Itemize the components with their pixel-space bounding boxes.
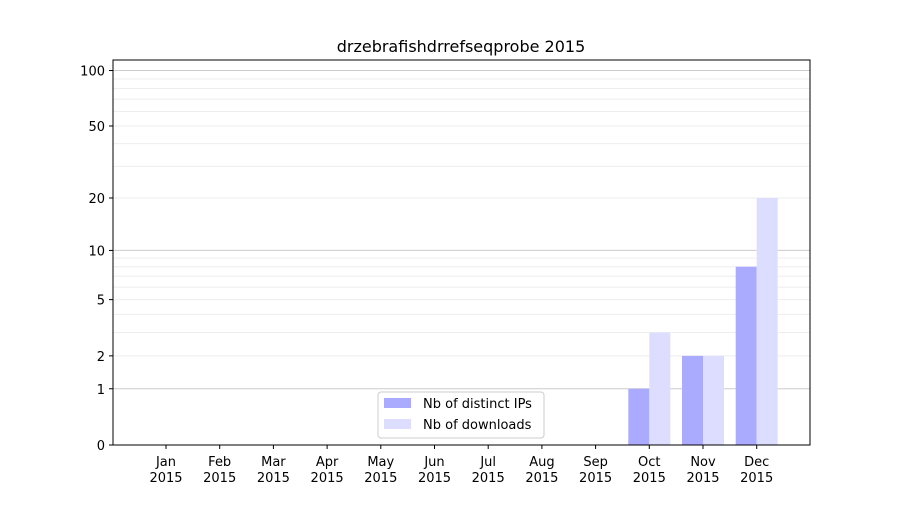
- y-tick-label: 5: [97, 294, 105, 309]
- x-tick-label: Dec: [744, 455, 769, 470]
- bar-downloads: [703, 355, 724, 445]
- legend-label: Nb of distinct IPs: [423, 397, 532, 412]
- x-tick-label: Jun: [423, 455, 444, 470]
- x-tick-label: 2015: [418, 471, 451, 486]
- x-tick-label: May: [367, 455, 394, 470]
- y-tick-label: 20: [88, 192, 105, 207]
- y-tick-label: 1: [97, 383, 105, 398]
- y-tick-label: 2: [97, 350, 105, 365]
- x-tick-label: Sep: [583, 455, 608, 470]
- x-tick-label: 2015: [633, 471, 666, 486]
- x-tick-label: 2015: [740, 471, 773, 486]
- x-tick-label: Jul: [479, 455, 496, 470]
- x-tick-label: 2015: [525, 471, 558, 486]
- legend-swatch: [384, 419, 411, 429]
- bar-distinct-ips: [628, 388, 650, 445]
- x-tick-label: 2015: [364, 471, 397, 486]
- y-tick-label: 50: [88, 120, 105, 135]
- legend-swatch: [384, 398, 411, 408]
- bar-distinct-ips: [735, 266, 757, 445]
- x-tick-label: Aug: [529, 455, 554, 470]
- x-tick-label: Jan: [155, 455, 176, 470]
- y-tick-label: 0: [97, 439, 105, 454]
- chart-title: drzebrafishdrrefseqprobe 2015: [337, 37, 586, 56]
- x-tick-label: Feb: [208, 455, 231, 470]
- legend-box: [377, 391, 545, 439]
- bar-distinct-ips: [682, 355, 703, 445]
- y-tick-label: 10: [88, 244, 105, 259]
- x-tick-label: Apr: [316, 455, 339, 470]
- x-tick-label: 2015: [203, 471, 236, 486]
- y-tick-label: 100: [80, 65, 105, 80]
- x-tick-label: Nov: [690, 455, 716, 470]
- plot-frame: [112, 59, 811, 446]
- x-tick-label: 2015: [149, 471, 182, 486]
- bar-downloads: [756, 197, 778, 445]
- x-tick-label: 2015: [686, 471, 719, 486]
- legend-label: Nb of downloads: [423, 418, 532, 433]
- x-tick-label: 2015: [257, 471, 290, 486]
- x-tick-label: Oct: [638, 455, 660, 470]
- bar-downloads: [649, 332, 671, 445]
- x-tick-label: 2015: [311, 471, 344, 486]
- x-tick-label: Mar: [261, 455, 286, 470]
- x-tick-label: 2015: [579, 471, 612, 486]
- x-tick-label: 2015: [472, 471, 505, 486]
